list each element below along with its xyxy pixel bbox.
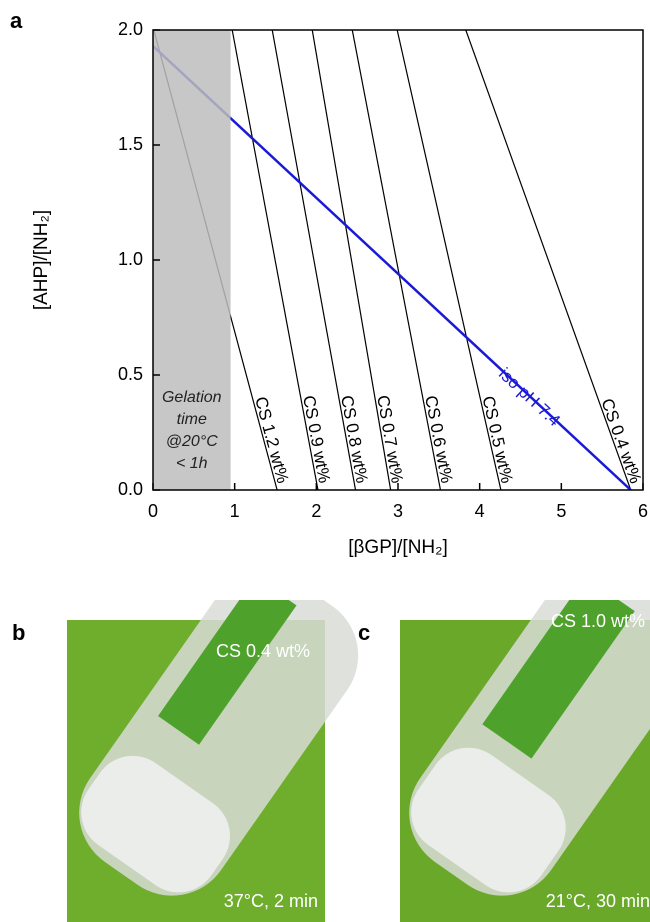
photo-caption: CS 0.4 wt%: [216, 641, 310, 661]
x-tick-label: 5: [556, 501, 566, 521]
shaded-region: [153, 30, 231, 490]
series-line: [396, 30, 502, 490]
x-tick-label: 4: [475, 501, 485, 521]
tube: [409, 600, 650, 896]
photo-caption: 37°C, 2 min: [224, 891, 318, 911]
y-tick-label: 0.0: [118, 479, 143, 499]
series-line: [271, 30, 357, 490]
panel-label: a: [10, 8, 23, 33]
x-tick-label: 1: [230, 501, 240, 521]
series-line: [311, 30, 392, 490]
series-label: CS 0.7 wt%: [373, 394, 407, 485]
x-tick-label: 6: [638, 501, 648, 521]
series-label: CS 0.6 wt%: [421, 394, 456, 485]
region-annotation: time: [177, 411, 207, 428]
x-tick-label: 0: [148, 501, 158, 521]
series-label: CS 0.4 wt%: [597, 396, 645, 486]
series-label: iso pH 7.4: [495, 364, 564, 430]
tube: [79, 600, 359, 896]
series-line: [351, 30, 442, 490]
region-annotation: < 1h: [176, 455, 208, 472]
photos: b CS 0.4 wt% 37°C, 2 min c CS 1.0 wt% 21…: [12, 600, 650, 922]
series-label: CS 0.5 wt%: [479, 394, 517, 485]
x-tick-label: 2: [311, 501, 321, 521]
photo-caption: 21°C, 30 min: [546, 891, 650, 911]
x-tick-label: 3: [393, 501, 403, 521]
y-tick-label: 1.0: [118, 249, 143, 269]
plot-area: [153, 30, 632, 490]
y-axis-label: [AHP]/[NH₂]: [31, 210, 52, 310]
photo-caption: CS 1.0 wt%: [551, 611, 645, 631]
region-annotation: @20°C: [166, 433, 218, 450]
series-line: [231, 30, 319, 490]
series-label: CS 1.2 wt%: [251, 395, 292, 486]
y-tick-label: 1.5: [118, 134, 143, 154]
series-label: CS 0.9 wt%: [299, 394, 334, 485]
region-annotation: Gelation: [162, 389, 222, 406]
series-line: [153, 45, 632, 490]
series-label: CS 0.8 wt%: [337, 394, 372, 485]
y-tick-label: 0.5: [118, 364, 143, 384]
panel-label: c: [358, 620, 370, 645]
series-line: [465, 30, 632, 490]
y-tick-label: 2.0: [118, 19, 143, 39]
x-axis-label: [βGP]/[NH₂]: [348, 537, 448, 558]
panel-label: b: [12, 620, 25, 645]
chart: a [βGP]/[NH₂] [AHP]/[NH₂] 0 1 2 3 4 5 6 0.0 0.5 1…: [10, 8, 648, 558]
